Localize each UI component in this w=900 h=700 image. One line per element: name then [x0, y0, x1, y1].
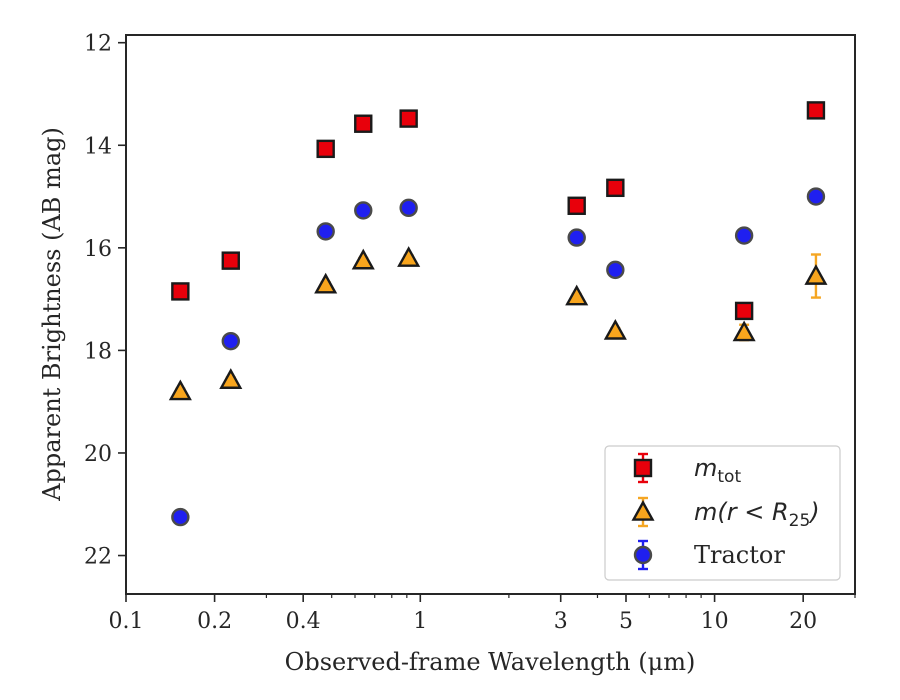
- y-tick-label: 12: [84, 32, 112, 57]
- plot-frame: [125, 34, 856, 595]
- legend-label-subscript: tot: [717, 467, 741, 487]
- legend-label-subscript: 25: [789, 511, 811, 531]
- y-axis-label: Apparent Brightness (AB mag): [38, 127, 66, 502]
- legend-circle-marker: [633, 545, 653, 565]
- y-tick-label: 22: [84, 545, 112, 570]
- triangle-marker: [168, 379, 192, 401]
- square-marker: [567, 196, 586, 215]
- triangle-marker: [603, 318, 627, 340]
- circle-marker: [354, 201, 373, 220]
- x-tick-label: 0.2: [197, 609, 232, 634]
- legend-box: [604, 445, 841, 581]
- legend-triangle-marker: [631, 500, 655, 521]
- square-marker: [354, 114, 373, 133]
- y-tick-label: 20: [84, 442, 112, 467]
- circle-marker: [567, 228, 586, 247]
- data-marks: [168, 101, 828, 527]
- y-tick-label: 14: [84, 134, 112, 159]
- triangle-marker: [565, 284, 589, 306]
- axis-ticks: 0.1 0.2 0.4 1 3 5 10 20 12 14 16 18 20 22: [84, 32, 856, 634]
- circle-marker: [399, 198, 418, 218]
- square-marker: [171, 282, 190, 301]
- triangle-marker: [351, 248, 375, 270]
- legend: mtot m(r < R25) Tractor: [604, 445, 841, 581]
- legend-label: Tractor: [694, 541, 785, 569]
- x-tick-label: 10: [701, 609, 729, 634]
- square-marker: [221, 251, 240, 270]
- legend-label-rest: ): [808, 498, 819, 526]
- square-marker: [606, 178, 625, 198]
- triangle-marker: [732, 320, 756, 342]
- triangle-marker: [397, 246, 421, 267]
- x-tick-label: 20: [789, 609, 817, 634]
- triangle-marker: [314, 272, 338, 294]
- x-tick-label: 0.4: [286, 609, 321, 634]
- legend-square-marker: [633, 458, 653, 478]
- circle-marker: [316, 222, 335, 241]
- triangle-marker: [219, 368, 243, 389]
- x-tick-label: 1: [413, 609, 427, 634]
- square-marker: [806, 101, 826, 120]
- x-tick-label: 0.1: [109, 609, 144, 634]
- legend-label-main: m: [694, 454, 717, 482]
- y-tick-label: 16: [84, 237, 112, 262]
- x-tick-label: 3: [554, 609, 568, 634]
- circle-marker: [734, 226, 754, 245]
- x-axis-label: Observed-frame Wavelength (μm): [285, 648, 696, 676]
- x-tick-label: 5: [619, 609, 633, 634]
- circle-marker: [606, 260, 625, 280]
- legend-label-main: m(r < R: [694, 498, 789, 526]
- circle-marker: [806, 187, 826, 206]
- circle-marker: [171, 507, 190, 527]
- square-marker: [734, 301, 754, 321]
- legend-label: m(r < R25): [694, 498, 820, 531]
- circle-marker: [221, 331, 240, 351]
- legend-label: mtot: [694, 454, 741, 487]
- square-marker: [399, 109, 418, 128]
- triangle-marker: [804, 264, 828, 285]
- y-tick-label: 18: [84, 339, 112, 364]
- square-marker: [316, 139, 335, 159]
